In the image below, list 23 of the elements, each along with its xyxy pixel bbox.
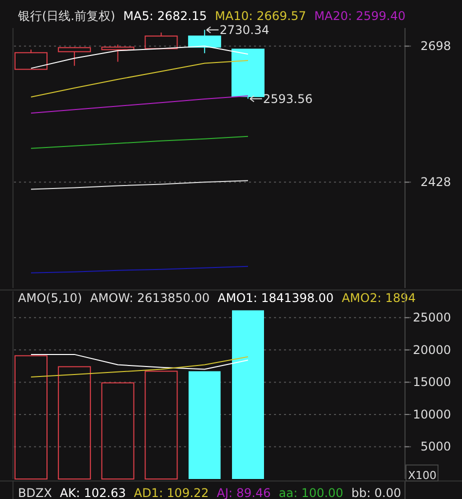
annotation: AMOW: 2613850.00 [90, 291, 210, 305]
text: AD1: 109.22 [134, 486, 209, 499]
text: aa: 100.00 [278, 486, 344, 499]
text: bb: 0.00 [351, 486, 402, 499]
y-tick-label: 5000 [420, 440, 451, 454]
y-tick-label: 15000 [412, 375, 451, 390]
text: AMO2: 1894 [342, 291, 416, 305]
y-tick-label: 10000 [412, 407, 451, 422]
text: MA10: 2669.57 [214, 9, 306, 23]
text: MA20: 2599.40 [314, 9, 406, 23]
y-tick-label: 20000 [412, 342, 451, 357]
series-label: MA5: 2682.15 [123, 9, 207, 23]
text: AMO1: 1841398.00 [218, 291, 334, 305]
text: AK: 102.63 [60, 486, 126, 499]
y-tick-label: 2698 [420, 39, 451, 54]
annotation: 2730.34 [220, 22, 270, 37]
text: BDZX [18, 486, 52, 499]
chart-title: 银行(日线.前复权) [17, 9, 116, 23]
y-tick-label: 25000 [412, 310, 451, 325]
chart-title: AMO(5,10) [18, 291, 82, 305]
annotation: 2593.56 [263, 92, 313, 106]
y-tick-label: 2428 [420, 175, 451, 190]
text: X100 [408, 469, 437, 482]
